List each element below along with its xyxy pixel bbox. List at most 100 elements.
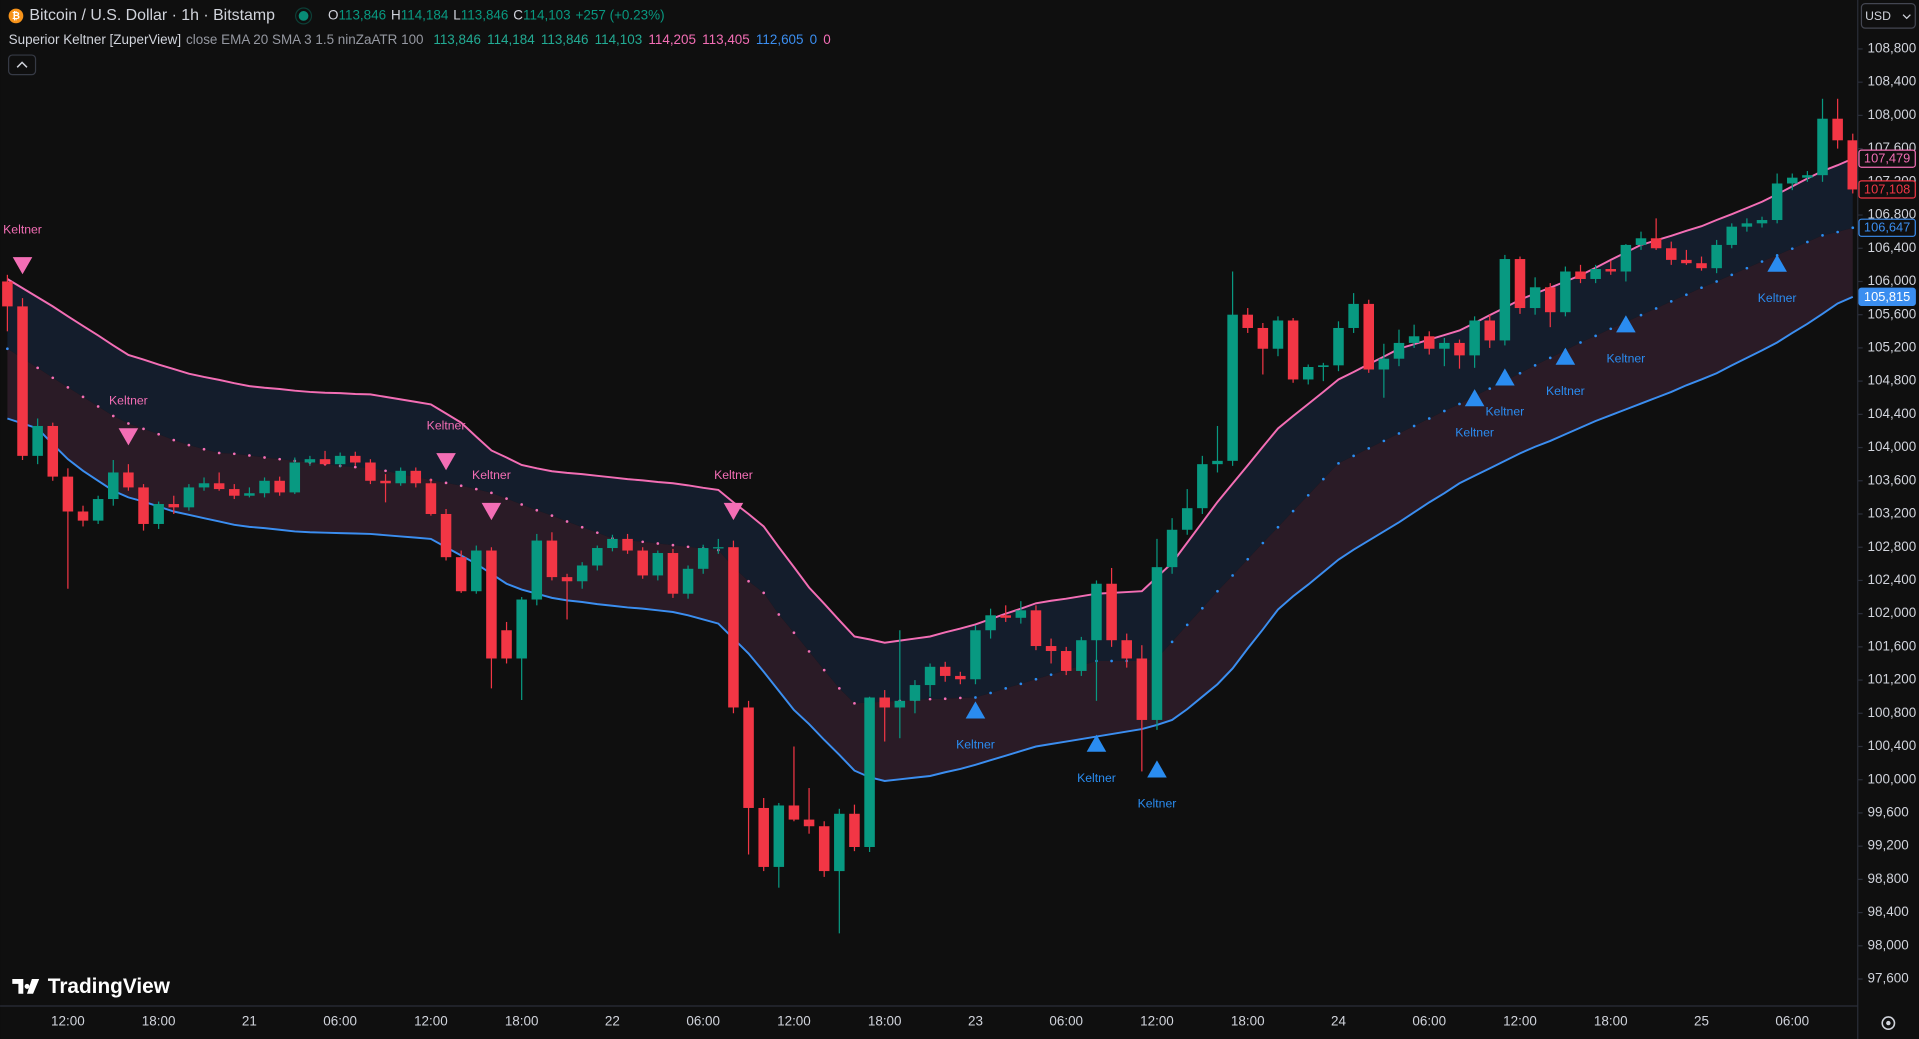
midline-dot: [81, 395, 85, 399]
candle-body: [1212, 460, 1223, 465]
midline-dot: [1806, 240, 1809, 244]
midline-dot: [1352, 454, 1355, 458]
candle-body: [773, 805, 785, 867]
settings-icon-core: [1886, 1020, 1891, 1026]
midline-dot: [66, 386, 70, 389]
signal-label: Keltner: [956, 738, 995, 752]
candle-body: [1454, 342, 1465, 356]
midline-dot: [1821, 234, 1824, 237]
last-value-label: 107,479: [1864, 151, 1910, 166]
candle-body: [576, 565, 588, 582]
midline-dot: [1004, 687, 1008, 690]
candle-body: [395, 470, 406, 484]
midline-dot: [535, 508, 539, 512]
candle-body: [1665, 248, 1677, 260]
signal-marker: [481, 502, 502, 521]
candle-body: [229, 489, 240, 496]
y-tick-label: 97,600: [1868, 971, 1909, 986]
candle-body: [1499, 259, 1511, 341]
candle-body: [1000, 615, 1011, 618]
y-tick-label: 103,200: [1868, 506, 1917, 521]
midline-dot: [444, 481, 448, 485]
candle-body: [713, 547, 724, 549]
y-tick-label: 105,600: [1868, 306, 1917, 321]
midline-dot: [96, 405, 100, 408]
signal-marker: [1464, 389, 1485, 407]
midline-dot: [958, 696, 962, 700]
candle-body: [1045, 646, 1057, 652]
collapse-button[interactable]: [8, 54, 37, 76]
midline-dot: [1458, 402, 1461, 406]
signal-marker: [1086, 734, 1107, 752]
last-value-box: [1858, 287, 1916, 307]
candle-body: [924, 666, 936, 686]
quote-value: 113,846: [461, 7, 509, 22]
indicator-value: 114,103: [595, 32, 643, 47]
candle-body: [1847, 140, 1859, 190]
candle-body: [1393, 342, 1405, 359]
midline-dot: [550, 514, 554, 517]
indicator-value: 0: [823, 32, 830, 47]
midline-dot: [837, 687, 841, 690]
candle-body: [1635, 238, 1647, 245]
candle-body: [123, 472, 134, 488]
candle-body: [1302, 367, 1314, 380]
candle-body: [108, 472, 119, 500]
midline-dot: [671, 543, 675, 547]
candle-body: [697, 548, 709, 569]
last-value-box: [1858, 149, 1916, 168]
midline-dot: [1019, 682, 1023, 686]
quote-value: 113,846: [338, 7, 386, 22]
midline-dot: [1488, 387, 1492, 390]
candle-body: [743, 707, 754, 808]
candle-body: [1030, 610, 1042, 647]
y-tick-label: 104,000: [1868, 439, 1917, 454]
candle-body: [1544, 287, 1556, 313]
quote-value: 114,184: [401, 7, 449, 22]
signal-label: Keltner: [427, 418, 466, 432]
candle-body: [1620, 244, 1632, 272]
midline-dot: [187, 443, 191, 447]
x-tick-label: 23: [968, 1013, 983, 1028]
candle-body: [531, 540, 543, 600]
midline-dot: [1700, 286, 1703, 290]
midline-dot: [142, 427, 145, 431]
midline-dot: [1034, 677, 1038, 681]
midline-dot: [1049, 673, 1053, 677]
candle-body: [1076, 640, 1087, 671]
currency-button[interactable]: [1860, 3, 1916, 29]
indicator-name: Superior Keltner [ZuperView]: [9, 32, 182, 47]
y-tick-label: 98,800: [1868, 871, 1909, 886]
candle-body: [1711, 244, 1722, 269]
midline-dot: [1730, 273, 1734, 277]
candle-body: [1590, 269, 1601, 279]
signal-label: Keltner: [472, 468, 511, 482]
signal-marker: [1147, 760, 1167, 778]
candle-body: [1529, 287, 1541, 309]
candle-body: [1181, 508, 1193, 530]
x-tick-label: 22: [605, 1013, 620, 1028]
midline-dot: [1337, 461, 1340, 465]
candle-body: [970, 630, 981, 680]
midline-dot: [777, 613, 781, 616]
quote-value: 114,103: [523, 7, 571, 22]
indicator-value: 0: [810, 32, 817, 47]
midline-dot: [1579, 341, 1582, 344]
candle-body: [1015, 610, 1027, 618]
signal-label: Keltner: [1607, 352, 1646, 366]
midline-dot: [474, 487, 478, 491]
candle-body: [592, 548, 603, 566]
midline-dot: [111, 414, 115, 418]
signal-marker: [965, 701, 986, 719]
midline-dot: [505, 497, 508, 500]
midline-dot: [232, 452, 236, 456]
midline-dot: [1654, 307, 1658, 310]
x-tick-label: 18:00: [505, 1013, 539, 1028]
candle-body: [1408, 336, 1420, 343]
midline-dot: [1322, 477, 1325, 481]
settings-icon[interactable]: [1881, 1016, 1896, 1031]
candle-body: [985, 615, 996, 631]
candle-body: [1439, 342, 1450, 349]
y-tick-label: 103,600: [1868, 472, 1917, 487]
